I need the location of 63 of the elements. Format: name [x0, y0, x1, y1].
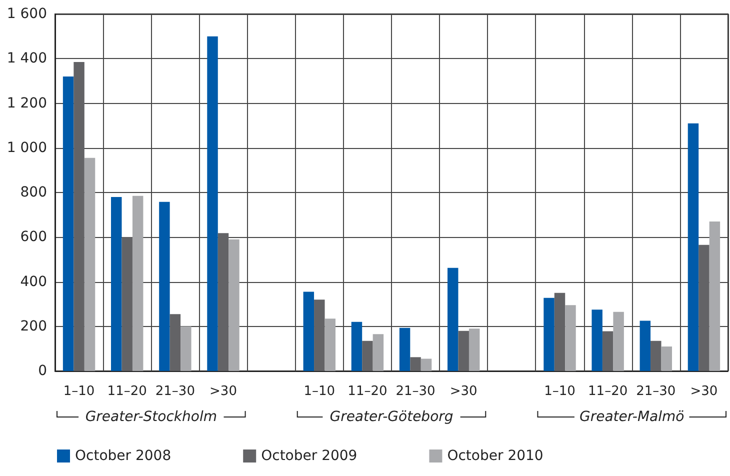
x-tick-label: 11–20 [107, 384, 147, 399]
bar [362, 340, 373, 371]
y-tick-label: 1 600 [6, 6, 47, 22]
x-tick-label: 1–10 [63, 384, 95, 399]
bar [661, 346, 672, 371]
bar [688, 123, 699, 371]
bar [468, 328, 480, 371]
y-tick-label: 400 [20, 274, 47, 290]
x-tick-label: >30 [690, 384, 718, 399]
x-tick-label: >30 [210, 384, 237, 399]
bar [650, 340, 662, 371]
bar [132, 196, 144, 371]
y-tick-label: 200 [20, 318, 47, 334]
y-tick-label: 600 [20, 229, 47, 246]
bar [613, 312, 624, 371]
y-tick-label: 0 [38, 363, 47, 379]
bar [458, 330, 469, 371]
bar [372, 334, 384, 371]
bar [554, 292, 566, 371]
y-tick-label: 1 000 [6, 140, 47, 156]
bar [314, 300, 325, 371]
bar [228, 239, 240, 371]
text: Greater-Stockholm [85, 409, 217, 425]
bar [218, 233, 229, 371]
x-tick-label: 11–20 [348, 384, 388, 399]
bar [410, 357, 421, 371]
x-tick-label: 21–30 [396, 384, 436, 399]
bar [324, 318, 336, 371]
bar [399, 328, 410, 371]
bar [709, 222, 720, 371]
x-tick-label: >30 [450, 384, 478, 399]
x-tick-label: 1–10 [544, 384, 576, 399]
bar [62, 76, 74, 371]
bar [111, 196, 122, 371]
bar [74, 62, 84, 371]
bar [180, 326, 192, 371]
x-tick-label: 21–30 [636, 384, 676, 399]
bar [698, 244, 710, 371]
bar [159, 202, 170, 371]
bar [420, 358, 432, 371]
legend-label: October 2010 [447, 448, 544, 464]
y-tick-label: 1 400 [6, 50, 47, 67]
text: Greater-Göteborg [330, 409, 454, 425]
x-tick-label: 21–30 [155, 384, 195, 399]
y-tick-label: 800 [20, 184, 47, 200]
bar [640, 320, 651, 371]
bar [544, 298, 554, 371]
bar [303, 292, 314, 371]
bar [602, 331, 614, 371]
x-tick-label: 1–10 [304, 384, 336, 399]
bar [122, 237, 132, 371]
bar [84, 158, 96, 371]
text: Greater-Malmö [580, 409, 684, 425]
y-tick-label: 1 200 [6, 95, 47, 112]
x-tick-label: 11–20 [588, 384, 628, 399]
bar [565, 305, 576, 371]
bar [592, 310, 602, 371]
legend-label: October 2008 [75, 448, 172, 464]
legend-label: October 2009 [261, 448, 358, 464]
bar [207, 36, 218, 371]
bar [448, 268, 458, 371]
bar [351, 322, 362, 371]
bar [170, 314, 181, 371]
